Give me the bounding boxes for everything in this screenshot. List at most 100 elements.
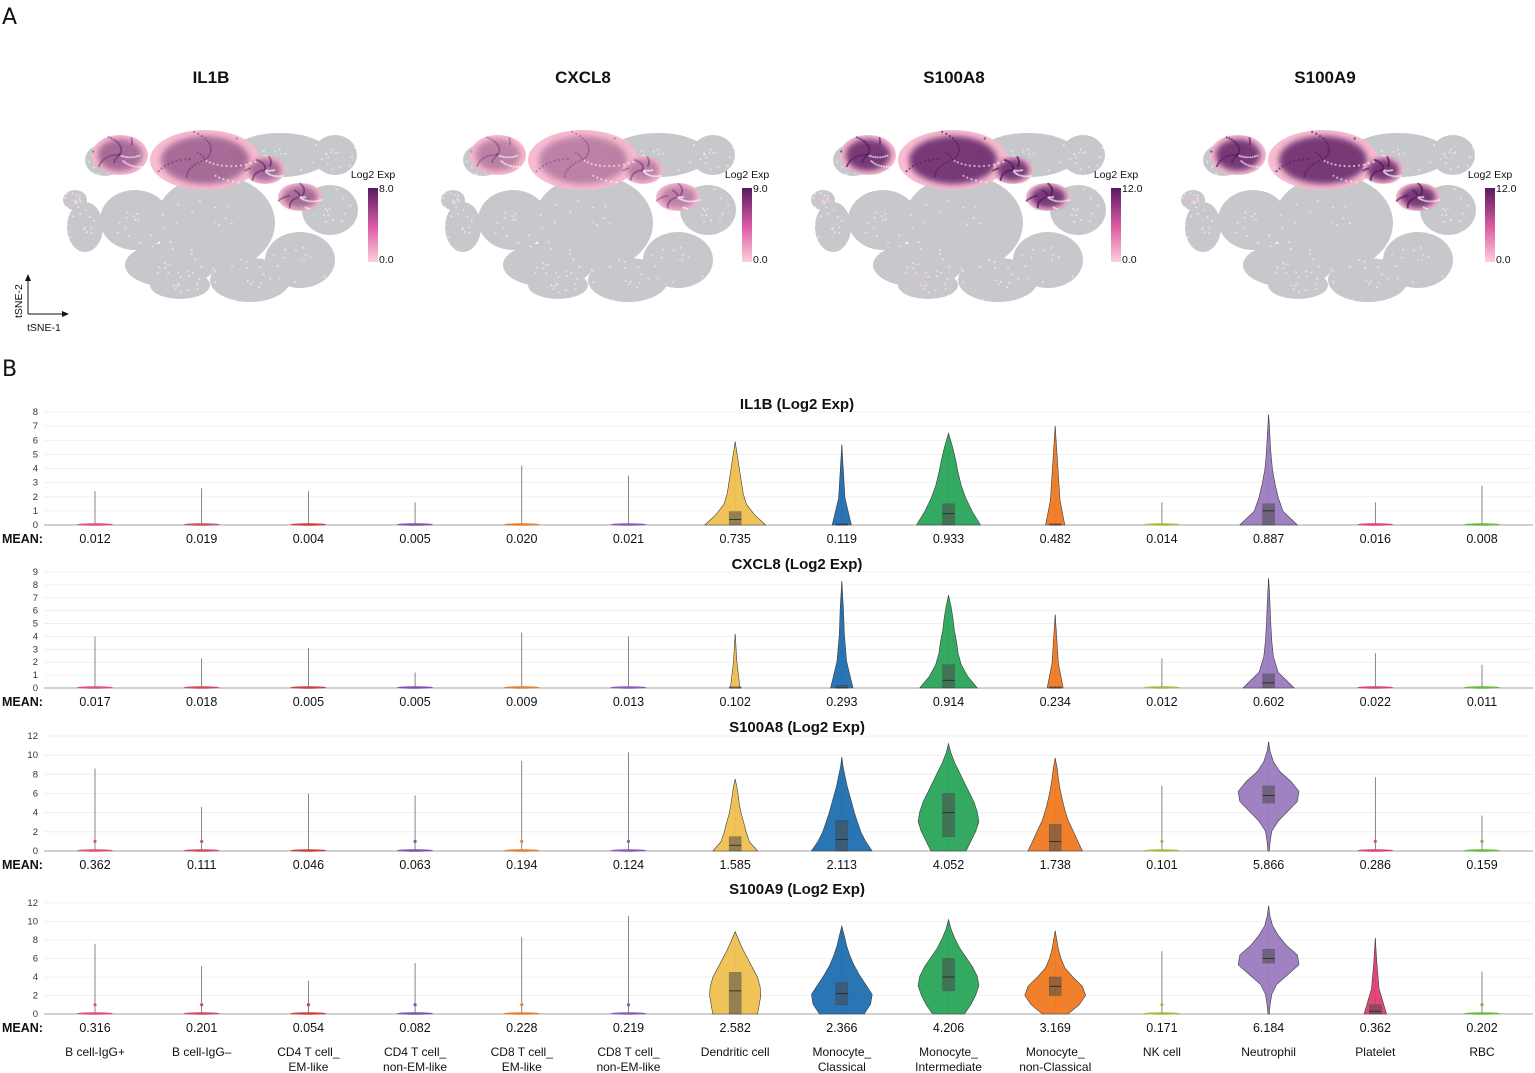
expressing-cell [878,217,881,219]
expressing-cell [1288,257,1290,260]
hot-cell [577,153,580,156]
expressing-cell [461,250,463,253]
expressing-cell [147,262,149,264]
expressing-cell [1358,220,1361,223]
expressing-cell [1022,146,1024,149]
expressing-cell [833,247,836,250]
hot-cell [247,167,250,170]
expressing-cell [70,227,73,229]
expressing-cell [709,159,712,162]
expressing-cell [598,285,601,288]
hot-cell [1332,174,1335,177]
violin-mean-marker [1373,839,1377,844]
hot-cell [1304,172,1307,175]
expressing-cell [1202,236,1205,239]
expressing-cell [932,288,935,290]
expressing-cell [1188,197,1191,200]
cell-gap [1200,228,1203,231]
violin-5 [610,636,647,689]
cell-gap [331,148,334,151]
expressing-cell [176,280,179,282]
hot-cell [306,207,309,210]
cell-gap [1445,214,1448,217]
expressing-cell [1407,164,1409,167]
cell-gap [198,277,201,280]
hot-cell [594,163,597,166]
expressing-cell [923,245,926,248]
cell-gap [687,256,690,259]
expressing-cell [914,276,916,279]
expressing-cell [988,220,991,223]
expressing-cell [668,256,670,258]
cell-gap [196,283,199,286]
cell-gap [1236,221,1239,224]
cell-gap [1193,202,1196,205]
category-label: CD8 T cell_ [597,1045,660,1059]
cell-gap [574,288,577,291]
violin-mean-marker [93,839,97,844]
expressing-cell [83,222,86,225]
expressing-cell [929,283,932,286]
hot-cell [120,154,123,157]
hot-cell [1334,163,1337,166]
hot-cell [1422,206,1425,209]
cell-gap [325,221,327,223]
hot-cell [647,169,650,172]
expressing-cell [1068,151,1070,154]
expressing-cell [127,226,129,228]
expressing-cell [1294,281,1297,284]
cell-gap [1396,277,1399,280]
hot-cell [508,143,511,146]
expressing-cell [916,260,919,262]
cell-gap [1441,275,1444,278]
expressing-cell [325,205,328,208]
cell-gap [511,215,514,218]
hot-cell [282,196,285,199]
expressing-cell [1084,144,1087,147]
violin-body [503,849,540,852]
expressing-cell [1430,149,1433,152]
expressing-cell [1088,154,1090,157]
expressing-cell [717,143,719,145]
expressing-cell [695,223,698,225]
colorbar-min: 0.0 [1122,254,1137,266]
cell-gap [988,258,991,261]
cell-gap [1351,299,1354,302]
category-label-line2: Intermediate [915,1060,982,1073]
expressing-cell [1270,263,1272,266]
category-label: NK cell [1143,1045,1181,1059]
expressing-cell [1077,264,1080,266]
hot-cell [651,175,655,178]
hot-cell [510,165,513,168]
hot-cell [273,175,277,178]
mean-value: 0.293 [826,695,857,709]
hot-cell [584,139,587,142]
y-tick-label: 1 [33,506,38,517]
hot-cell [660,196,663,199]
cell-gap [218,224,221,226]
expressing-cell [920,285,922,288]
expressing-cell [893,226,895,228]
cell-gap [552,288,555,291]
cell-gap [1394,265,1397,268]
cell-gap [574,283,577,286]
hot-cell [1281,165,1284,168]
violin-13 [1464,485,1500,526]
mean-value: 0.046 [293,858,324,872]
tsne-map-s100a9 [1181,130,1476,302]
hot-cell [137,165,140,168]
hot-cell [220,164,223,167]
hot-cell [114,157,117,160]
expressing-cell [333,157,336,160]
cell-gap [246,279,249,282]
mean-value: 0.022 [1360,695,1391,709]
expressing-cell [551,255,554,257]
cell-gap [278,148,281,151]
cell-gap [701,275,704,278]
cell-gap [1344,205,1347,208]
cell-gap [705,214,708,217]
cell-gap [327,214,330,217]
expressing-cell [1384,215,1386,218]
hot-cell [298,193,301,196]
expressing-cell [939,295,942,298]
